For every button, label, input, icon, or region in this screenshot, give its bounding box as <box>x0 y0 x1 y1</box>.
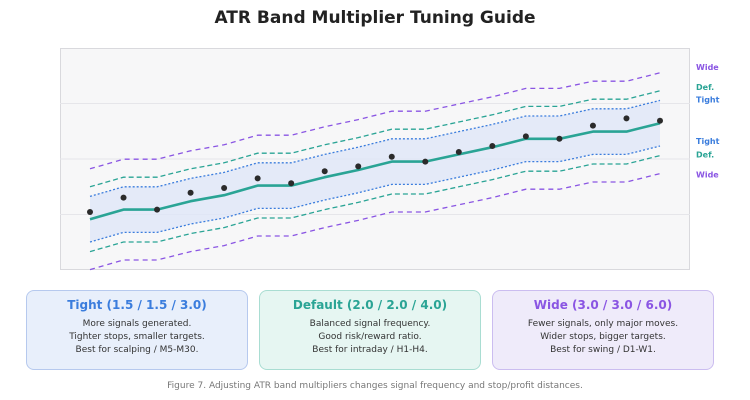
card-line: Best for scalping / M5-M30. <box>75 345 199 355</box>
wide-upper-band-line <box>89 72 661 170</box>
band-label-upper-default: Def. <box>696 83 714 92</box>
tight-upper-band-line <box>89 99 661 198</box>
center-line <box>89 121 661 221</box>
card-line: Wider stops, bigger targets. <box>540 332 666 342</box>
band-label-upper-wide: Wide <box>696 63 719 72</box>
default-lower-band-line <box>89 154 661 253</box>
price-point <box>623 115 630 122</box>
wide-lower-band-line <box>89 172 661 271</box>
price-point <box>154 206 161 213</box>
card-title: Tight (1.5 / 1.5 / 3.0) <box>67 298 207 312</box>
card-line: Best for intraday / H1-H4. <box>312 345 428 355</box>
band-label-lower-tight: Tight <box>696 137 720 146</box>
tight-preset-card: Tight (1.5 / 1.5 / 3.0) More signals gen… <box>26 290 248 370</box>
default-upper-band-line <box>89 90 661 188</box>
card-title: Wide (3.0 / 3.0 / 6.0) <box>533 298 673 312</box>
price-point <box>87 209 93 215</box>
card-line: Balanced signal frequency. <box>309 319 431 329</box>
card-line: Best for swing / D1-W1. <box>550 345 656 355</box>
atr-band-chart: Wide Def. Tight Tight Def. Wide <box>60 63 720 271</box>
card-title: Default (2.0 / 2.0 / 4.0) <box>292 298 448 312</box>
price-point <box>288 180 295 187</box>
card-line: Tighter stops, smaller targets. <box>69 332 205 342</box>
price-point <box>187 189 194 196</box>
price-point <box>422 158 429 165</box>
price-point <box>221 185 228 191</box>
price-point <box>120 194 127 201</box>
band-label-upper-tight: Tight <box>696 95 720 104</box>
wide-preset-card: Wide (3.0 / 3.0 / 6.0) Fewer signals, on… <box>492 290 714 370</box>
card-line: Good risk/reward ratio. <box>318 332 422 342</box>
price-point <box>657 117 663 124</box>
price-point <box>388 153 395 160</box>
card-line: Fewer signals, only major moves. <box>527 319 679 329</box>
card-line: More signals generated. <box>82 319 192 329</box>
price-point <box>489 143 496 149</box>
default-preset-card: Default (2.0 / 2.0 / 4.0) Balanced signa… <box>259 290 481 370</box>
band-label-lower-wide: Wide <box>696 171 719 180</box>
price-point <box>321 168 328 175</box>
page-title: ATR Band Multiplier Tuning Guide <box>214 8 536 28</box>
price-point <box>455 149 462 155</box>
price-point <box>254 175 261 182</box>
band-label-lower-default: Def. <box>696 151 714 160</box>
figure-caption: Figure 7. Adjusting ATR band multipliers… <box>167 381 583 391</box>
price-point <box>589 122 596 129</box>
tight-band-fill <box>90 100 660 243</box>
tight-lower-band-line <box>89 145 661 243</box>
price-point <box>522 133 529 140</box>
price-point <box>355 163 362 170</box>
price-point <box>556 135 563 142</box>
